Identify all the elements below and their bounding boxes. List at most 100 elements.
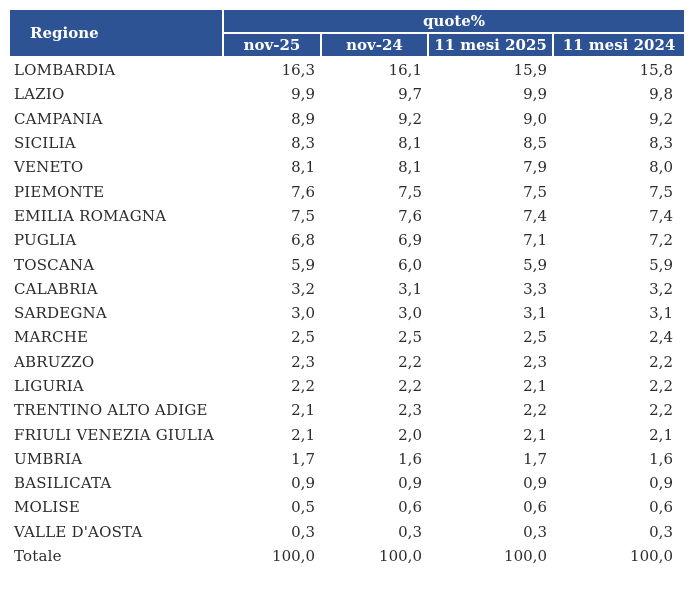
quote-value: 0,6 <box>553 495 685 520</box>
total-row: Totale 100,0 100,0 100,0 100,0 <box>9 543 685 569</box>
region-name: MOLISE <box>9 495 223 520</box>
quote-value: 0,9 <box>428 471 553 496</box>
table-row: SARDEGNA 3,0 3,0 3,1 3,1 <box>9 300 685 326</box>
quote-value: 7,2 <box>553 228 685 253</box>
region-name: VALLE D'AOSTA <box>9 519 223 544</box>
quote-value: 1,7 <box>223 446 321 472</box>
table-row: PUGLIA 6,8 6,9 7,1 7,2 <box>9 228 685 253</box>
total-value: 100,0 <box>428 543 553 569</box>
table-row: MARCHE 2,5 2,5 2,5 2,4 <box>9 325 685 350</box>
quote-value: 0,3 <box>321 519 428 544</box>
table-row: CALABRIA 3,2 3,1 3,3 3,2 <box>9 276 685 301</box>
quote-value: 8,0 <box>553 155 685 180</box>
column-header-nov-25: nov-25 <box>222 32 322 58</box>
table-row: TOSCANA 5,9 6,0 5,9 5,9 <box>9 252 685 277</box>
quote-value: 2,3 <box>428 349 553 374</box>
quote-value: 0,6 <box>428 495 553 520</box>
region-name: FRIULI VENEZIA GIULIA <box>9 422 223 447</box>
region-name: PIEMONTE <box>9 179 223 204</box>
quote-value: 9,9 <box>428 82 553 107</box>
column-header-nov-24: nov-24 <box>320 32 429 58</box>
quote-value: 5,9 <box>553 252 685 277</box>
header-row-periods: nov-25 nov-24 11 mesi 2025 11 mesi 2024 <box>9 32 686 58</box>
quote-value: 7,1 <box>428 228 553 253</box>
region-name: LOMBARDIA <box>9 57 223 83</box>
table-row: BASILICATA 0,9 0,9 0,9 0,9 <box>9 471 685 496</box>
column-header-11-mesi-2024: 11 mesi 2024 <box>552 32 686 58</box>
table-row: ABRUZZO 2,3 2,2 2,3 2,2 <box>9 349 685 374</box>
table-row: LAZIO 9,9 9,7 9,9 9,8 <box>9 82 685 107</box>
table-row: FRIULI VENEZIA GIULIA 2,1 2,0 2,1 2,1 <box>9 422 685 447</box>
region-name: ABRUZZO <box>9 349 223 374</box>
region-name: SARDEGNA <box>9 300 223 326</box>
quote-value: 8,9 <box>223 106 321 131</box>
quote-value: 8,3 <box>553 130 685 156</box>
table-row: TRENTINO ALTO ADIGE 2,1 2,3 2,2 2,2 <box>9 398 685 423</box>
quote-value: 7,9 <box>428 155 553 180</box>
quote-value: 2,5 <box>223 325 321 350</box>
quote-value: 7,5 <box>553 179 685 204</box>
quote-value: 6,0 <box>321 252 428 277</box>
total-value: 100,0 <box>321 543 428 569</box>
quote-value: 7,5 <box>428 179 553 204</box>
quote-value: 16,3 <box>223 57 321 83</box>
table-row: VENETO 8,1 8,1 7,9 8,0 <box>9 155 685 180</box>
region-name: VENETO <box>9 155 223 180</box>
quote-value: 7,5 <box>223 203 321 229</box>
quote-value: 2,2 <box>428 398 553 423</box>
quote-value: 3,0 <box>321 300 428 326</box>
quote-value: 9,2 <box>553 106 685 131</box>
region-name: BASILICATA <box>9 471 223 496</box>
table-row: VALLE D'AOSTA 0,3 0,3 0,3 0,3 <box>9 519 685 544</box>
quote-value: 9,0 <box>428 106 553 131</box>
quote-value: 0,5 <box>223 495 321 520</box>
table-row: EMILIA ROMAGNA 7,5 7,6 7,4 7,4 <box>9 203 685 229</box>
table-row: PIEMONTE 7,6 7,5 7,5 7,5 <box>9 179 685 204</box>
quote-value: 2,2 <box>321 373 428 399</box>
quote-value: 2,1 <box>428 422 553 447</box>
quote-value: 7,6 <box>321 203 428 229</box>
quote-value: 1,6 <box>321 446 428 472</box>
quote-value: 2,1 <box>223 422 321 447</box>
quote-value: 8,1 <box>321 155 428 180</box>
quote-value: 6,9 <box>321 228 428 253</box>
quote-value: 8,1 <box>223 155 321 180</box>
region-name: LIGURIA <box>9 373 223 399</box>
region-name: MARCHE <box>9 325 223 350</box>
quote-value: 8,5 <box>428 130 553 156</box>
quote-value: 15,9 <box>428 57 553 83</box>
table-body: LOMBARDIA 16,3 16,1 15,9 15,8 LAZIO 9,9 9,7 9,9 9… <box>9 57 685 569</box>
quote-value: 6,8 <box>223 228 321 253</box>
quote-value: 7,5 <box>321 179 428 204</box>
quote-value: 2,1 <box>553 422 685 447</box>
table-row: MOLISE 0,5 0,6 0,6 0,6 <box>9 495 685 520</box>
quote-value: 9,7 <box>321 82 428 107</box>
quote-value: 9,9 <box>223 82 321 107</box>
quote-value: 2,5 <box>428 325 553 350</box>
region-name: UMBRIA <box>9 446 223 472</box>
table-row: SICILIA 8,3 8,1 8,5 8,3 <box>9 130 685 156</box>
total-label: Totale <box>9 543 223 569</box>
total-value: 100,0 <box>553 543 685 569</box>
quote-value: 2,2 <box>223 373 321 399</box>
quote-value: 0,9 <box>321 471 428 496</box>
quote-value: 2,5 <box>321 325 428 350</box>
quote-value: 8,3 <box>223 130 321 156</box>
regional-quote-table-container: Regione quote% nov-25 nov-24 11 mesi 2025 1… <box>8 8 686 569</box>
quote-value: 2,2 <box>553 349 685 374</box>
quote-value: 0,9 <box>223 471 321 496</box>
quote-value: 0,3 <box>553 519 685 544</box>
quote-value: 1,7 <box>428 446 553 472</box>
column-group-quote-percent: quote% <box>222 8 686 34</box>
quote-value: 2,1 <box>428 373 553 399</box>
total-value: 100,0 <box>223 543 321 569</box>
quote-value: 3,2 <box>553 276 685 301</box>
table-row: LOMBARDIA 16,3 16,1 15,9 15,8 <box>9 57 685 83</box>
quote-value: 9,8 <box>553 82 685 107</box>
region-name: LAZIO <box>9 82 223 107</box>
region-name: PUGLIA <box>9 228 223 253</box>
quote-value: 0,3 <box>428 519 553 544</box>
quote-value: 2,3 <box>223 349 321 374</box>
quote-value: 5,9 <box>428 252 553 277</box>
regional-quote-table: Regione quote% nov-25 nov-24 11 mesi 2025 1… <box>8 8 686 569</box>
